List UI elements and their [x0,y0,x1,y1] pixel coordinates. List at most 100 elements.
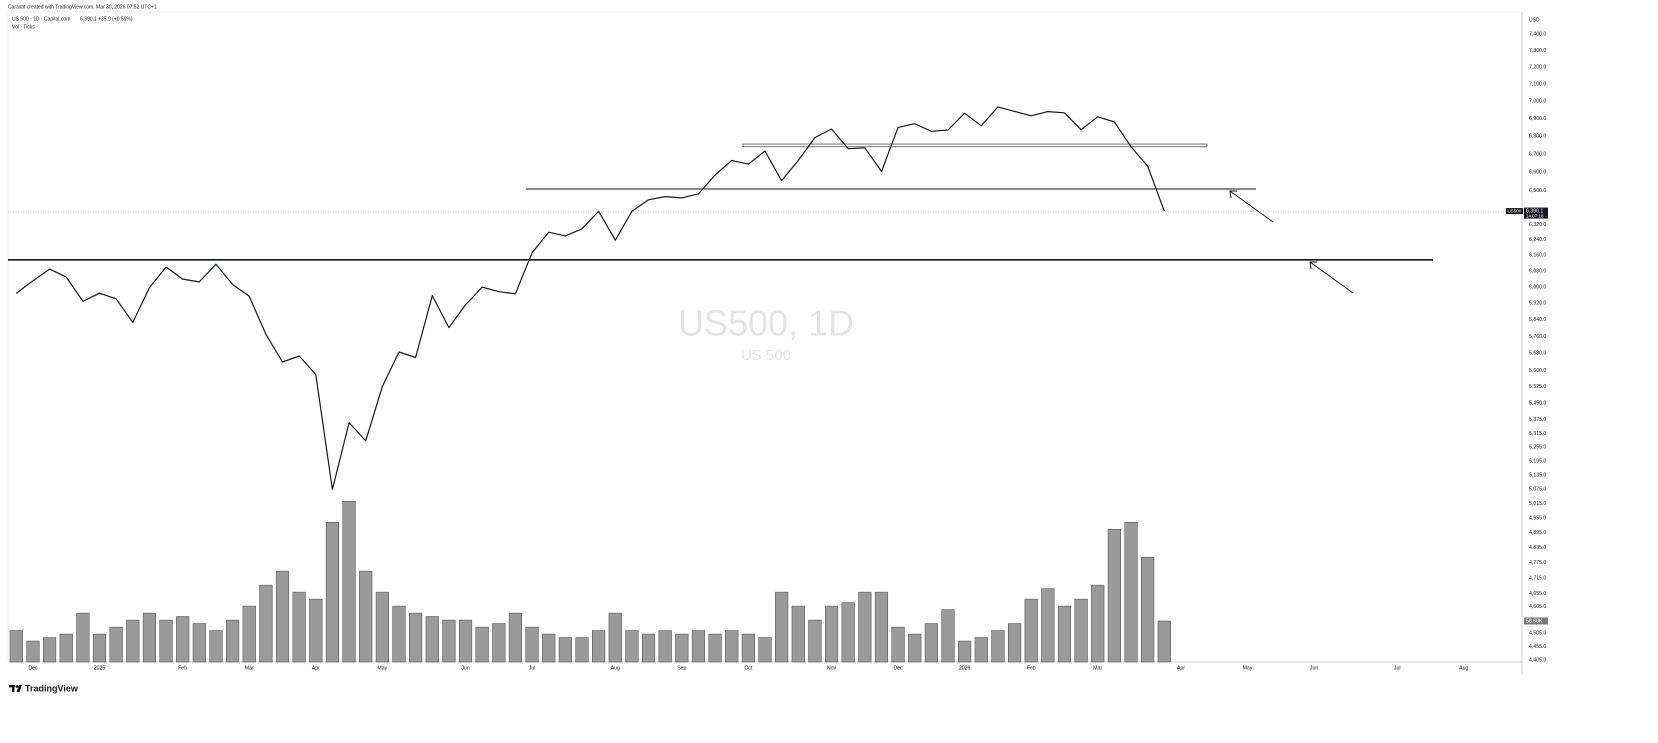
volume-bar [575,637,589,663]
volume-bar [275,570,290,663]
arrows [1229,190,1354,294]
y-tick-label: 6,700.0 [1529,151,1546,157]
volume-bar [1107,528,1121,663]
volume-bar [1057,605,1072,663]
x-tick-label: May [377,665,387,671]
volume-bar [126,619,140,663]
volume-bar [691,630,706,663]
volume-bar [592,630,606,663]
volume-bar [325,521,340,663]
y-tick-label: 5,015.0 [1529,501,1546,507]
watermark-subtitle: US 500 [741,347,791,364]
volume-bar [359,570,373,663]
x-tick-label: 2026 [959,665,971,671]
y-tick-label: 5,760.0 [1529,334,1546,340]
x-tick-label: 2025 [94,665,106,671]
y-tick-label: 4,505.0 [1529,630,1546,636]
y-tick-label: 5,600.0 [1529,368,1546,374]
price-line [15,106,1165,490]
y-tick-label: 4,835.0 [1529,545,1546,551]
y-tick-label: 6,320.0 [1529,222,1546,228]
x-tick-label: Aug [611,665,620,671]
y-tick-label: 5,920.0 [1529,301,1546,307]
volume-bar [425,616,439,663]
symbol-tag-box [1506,208,1523,215]
volume-bar [142,612,156,663]
volume-bar [176,616,190,663]
x-tick-label: Jun [461,665,469,671]
volume-bar [392,605,406,663]
volume-bar [26,640,40,663]
price-label: 6,390.1 [1526,208,1543,214]
volume-bar [9,630,23,663]
x-tick-label: Mar [1093,665,1102,671]
logo-part [12,685,15,692]
volume-bar [658,630,672,663]
x-tick-label: Apr [312,665,320,671]
volume-label-box [1524,617,1548,625]
x-tick-label: Apr [1177,665,1185,671]
y-tick-label: 5,135.0 [1529,472,1546,478]
volume-bar [808,619,822,663]
volume-bar [492,623,506,663]
volume-bar [1091,584,1105,663]
volume-bar [1074,598,1088,663]
volume-bar [725,630,739,663]
volume-bar [558,637,572,663]
y-tick-label: 5,450.0 [1529,401,1546,407]
volume-bar [43,637,57,663]
x-tick-label: Jul [1394,665,1401,671]
volume-bar [309,598,323,663]
volume-bar [1041,588,1055,663]
volume-bar [542,633,556,663]
y-tick-label: 4,895.0 [1529,530,1546,536]
y-tick-label: 4,405.0 [1529,657,1546,663]
volume-bar [409,612,423,663]
y-tick-label: 6,500.0 [1529,188,1546,194]
y-tick-label: 5,840.0 [1529,317,1546,323]
volume-bar [758,637,772,663]
volume-bar [92,633,107,663]
volume-bar [791,605,805,663]
volume-bar [941,609,955,663]
volume-bar [259,584,273,663]
arrow-head [1309,261,1317,270]
x-tick-label: Dec [28,665,38,671]
y-tick-label: 7,100.0 [1529,81,1546,87]
volume-bar [891,626,905,663]
volume-bar [109,626,123,663]
volume-bar [525,626,539,663]
volume-bar [1024,598,1038,663]
volume-bar [442,619,456,663]
volume-bar [675,633,689,663]
y-tick-label: 4,955.0 [1529,515,1546,521]
volume-legend: Vol · Ticks [12,24,35,30]
header-text: Caraxbt created with TradingView.com, Ma… [8,4,157,10]
arrow-line [1309,261,1354,294]
currency: USD [1529,17,1540,23]
y-tick-label: 6,240.0 [1529,237,1546,243]
volume-bar [708,633,722,663]
volume-bar [242,605,256,663]
volume-bar [292,591,306,663]
legend-symbol: US 500 · 1D · Capital.com [12,16,70,22]
volume-bar [192,623,206,663]
y-tick-label: 6,800.0 [1529,133,1546,139]
volume-bar [458,619,473,663]
volume-bar [508,612,523,663]
y-tick-label: 5,375.0 [1529,417,1546,423]
y-tick-label: 5,075.0 [1529,487,1546,493]
volume-bar [991,630,1005,663]
countdown: 14:07:18 [1526,213,1544,218]
x-tick-label: May [1243,665,1253,671]
y-tick-label: 5,680.0 [1529,351,1546,357]
volume-bar [1124,521,1138,663]
volume-bar [775,591,789,663]
plot-area [7,11,1523,663]
brand-logo [9,685,22,692]
volume-bar [59,633,73,663]
x-tick-label: Aug [1459,665,1468,671]
y-tick-label: 4,605.0 [1529,604,1546,610]
y-tick-label: 6,160.0 [1529,253,1546,259]
volume-bar [641,633,656,663]
